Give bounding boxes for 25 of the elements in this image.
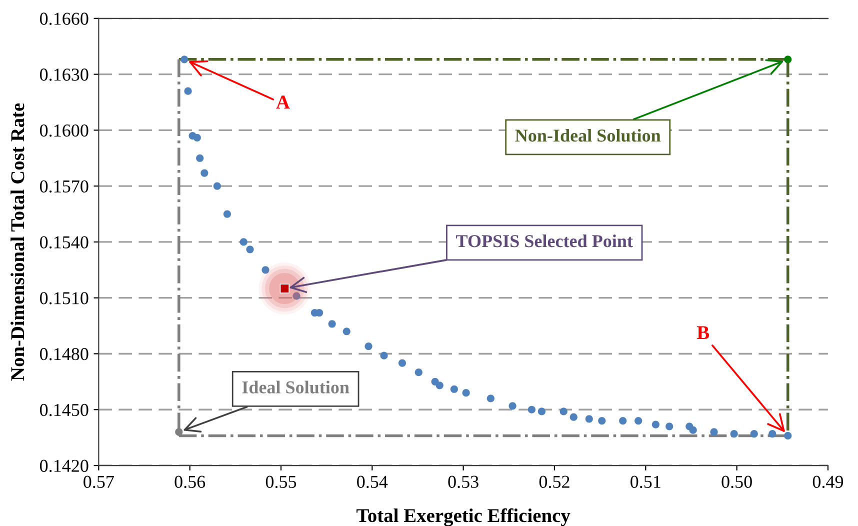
annotation: A	[276, 96, 290, 109]
y-tick-label: 0.1540	[40, 236, 88, 248]
y-tick-label: 0.1420	[40, 460, 88, 472]
annotation: Non-Ideal Solution	[515, 128, 661, 142]
annotation: B	[696, 326, 710, 340]
x-tick-label: 0.57	[84, 476, 114, 488]
x-tick-label: 0.49	[812, 476, 844, 488]
annotation: Ideal Solution	[242, 380, 350, 394]
x-tick-label: 0.51	[630, 476, 660, 488]
y-tick-label: 0.1480	[40, 348, 88, 360]
annotation: TOPSIS Selected Point	[456, 234, 633, 248]
y-tick-label: 0.1660	[40, 12, 88, 25]
x-tick-label: 0.52	[539, 476, 570, 488]
x-tick-label: 0.50	[722, 476, 752, 488]
x-tick-label: 0.54	[357, 476, 388, 488]
x-tick-label: 0.55	[266, 476, 296, 488]
y-tick-label: 0.1510	[40, 292, 88, 304]
x-tick-label: 0.56	[174, 476, 206, 488]
y-tick-label: 0.1570	[40, 180, 88, 193]
x-axis-title: Total Exergetic Efficiency	[356, 508, 570, 526]
x-tick-label: 0.53	[448, 476, 478, 488]
y-tick-label: 0.1630	[40, 68, 88, 81]
y-tick-label: 0.1450	[40, 404, 88, 416]
y-tick-label: 0.1600	[40, 124, 88, 137]
y-axis-title: Non-Dimensional Total Cost Rate	[10, 103, 24, 381]
